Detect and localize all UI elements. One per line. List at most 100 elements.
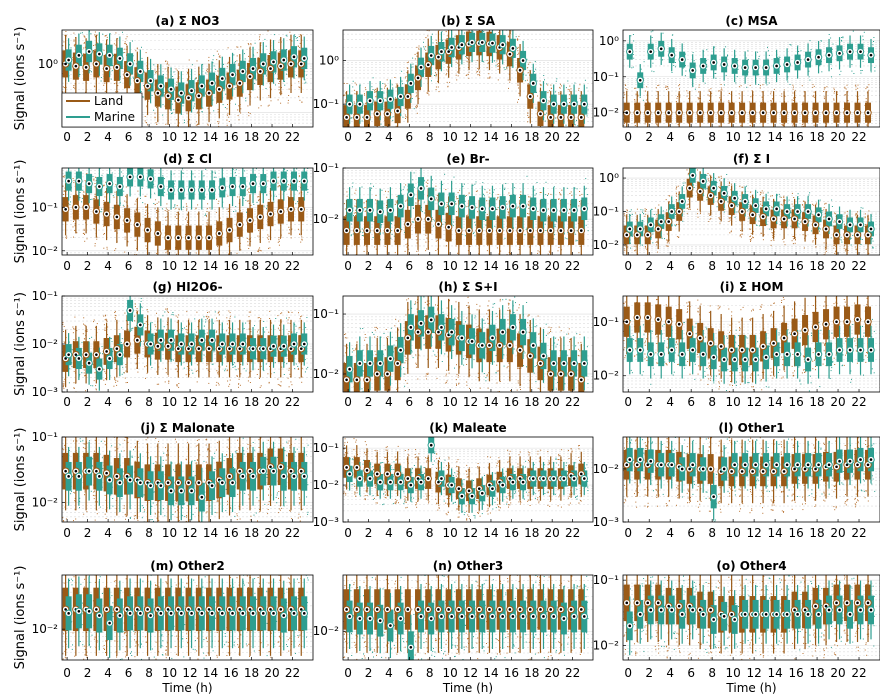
median-dot-land-h21 (845, 320, 849, 324)
x-tick-label-2: 2 (365, 130, 373, 144)
x-tick-label-14: 14 (483, 526, 498, 540)
plot-marks (62, 168, 309, 255)
median-dot-land-h8 (426, 217, 430, 221)
median-dot-marine-h10 (450, 483, 453, 487)
median-dot-land-h2 (84, 205, 88, 209)
median-dot-marine-h22 (572, 477, 576, 480)
x-tick-label-14: 14 (483, 666, 498, 680)
y-tick-label-1: 10⁻¹ (593, 70, 620, 84)
legend-label-marine: Marine (94, 110, 135, 124)
x-tick-label-22: 22 (851, 666, 866, 680)
x-tick-label-8: 8 (426, 526, 434, 540)
median-dot-marine-h4 (670, 608, 674, 612)
x-tick-label-8: 8 (426, 395, 434, 409)
median-dot-land-h18 (248, 219, 252, 222)
points-marine-h13 (482, 182, 487, 226)
median-dot-marine-h22 (859, 50, 862, 53)
points-marine-h22 (860, 31, 865, 74)
median-dot-land-h1 (635, 316, 639, 319)
median-dot-marine-h23 (869, 227, 873, 231)
panel-title-f: (f) Σ I (733, 152, 770, 166)
median-dot-land-h10 (730, 613, 733, 616)
median-dot-marine-h19 (261, 612, 265, 615)
x-tick-label-20: 20 (545, 666, 560, 680)
x-tick-label-6: 6 (125, 259, 133, 273)
median-dot-marine-h10 (169, 87, 173, 91)
x-tick-label-22: 22 (851, 395, 866, 409)
median-dot-marine-h23 (869, 458, 873, 461)
median-dot-land-h17 (518, 608, 522, 611)
median-dot-marine-h21 (848, 50, 852, 53)
median-dot-land-h1 (635, 463, 639, 467)
median-dot-marine-h23 (302, 612, 306, 615)
median-dot-marine-h15 (785, 463, 789, 467)
x-tick-label-16: 16 (788, 395, 803, 409)
median-dot-marine-h5 (680, 200, 684, 203)
x-tick-label-14: 14 (483, 130, 498, 144)
median-dot-marine-h16 (511, 204, 515, 208)
x-tick-label-14: 14 (483, 259, 498, 273)
median-dot-land-h18 (528, 229, 532, 232)
median-dot-land-h22 (569, 229, 573, 232)
x-tick-label-0: 0 (63, 526, 71, 540)
median-dot-land-h22 (289, 608, 293, 611)
median-dot-land-h1 (355, 116, 359, 119)
x-tick-label-4: 4 (666, 526, 674, 540)
median-dot-land-h19 (824, 322, 828, 326)
median-dot-marine-h19 (261, 182, 265, 185)
median-dot-land-h13 (761, 215, 765, 218)
median-dot-marine-h19 (827, 463, 831, 467)
median-dot-land-h20 (835, 320, 838, 324)
median-dot-land-h13 (197, 608, 201, 611)
median-dot-marine-h16 (796, 463, 799, 467)
x-tick-label-2: 2 (365, 526, 373, 540)
median-dot-marine-h21 (848, 459, 852, 463)
x-tick-label-10: 10 (162, 130, 177, 144)
median-dot-land-h17 (518, 477, 522, 480)
plot-marks (623, 30, 876, 127)
x-tick-label-6: 6 (687, 526, 695, 540)
median-dot-land-h8 (709, 111, 712, 114)
median-dot-marine-h3 (378, 362, 382, 365)
median-dot-marine-h12 (190, 342, 193, 346)
median-dot-marine-h18 (817, 463, 820, 467)
median-dot-marine-h6 (128, 309, 132, 312)
median-dot-land-h1 (635, 601, 639, 605)
median-dot-marine-h6 (691, 348, 694, 352)
median-dot-land-h0 (64, 357, 67, 360)
median-dot-land-h13 (197, 481, 201, 484)
median-dot-marine-h12 (754, 463, 757, 467)
x-tick-label-16: 16 (223, 259, 238, 273)
x-tick-label-14: 14 (767, 395, 782, 409)
median-dot-land-h20 (549, 116, 552, 119)
median-dot-land-h15 (217, 232, 221, 235)
points-marine-h1 (640, 209, 644, 246)
median-dot-marine-h8 (429, 617, 433, 620)
x-tick-label-18: 18 (809, 259, 824, 273)
median-dot-marine-h20 (552, 102, 555, 106)
median-dot-land-h4 (105, 212, 108, 216)
median-dot-marine-h9 (722, 63, 726, 66)
median-dot-marine-h17 (806, 358, 810, 361)
median-dot-marine-h3 (98, 52, 101, 56)
x-tick-label-0: 0 (624, 130, 632, 144)
median-dot-marine-h1 (638, 613, 642, 616)
median-dot-marine-h21 (848, 348, 852, 352)
x-tick-label-0: 0 (63, 666, 71, 680)
x-tick-label-0: 0 (63, 130, 71, 144)
median-dot-land-h9 (156, 232, 160, 235)
median-dot-marine-h6 (691, 174, 694, 177)
x-tick-label-2: 2 (84, 666, 92, 680)
legend-label-land: Land (94, 94, 123, 108)
median-dot-marine-h14 (775, 64, 778, 68)
y-tick-label-0: 10⁻² (32, 495, 59, 509)
median-dot-land-h23 (299, 608, 303, 611)
x-tick-label-4: 4 (666, 395, 674, 409)
x-tick-label-8: 8 (145, 395, 153, 409)
median-dot-marine-h20 (552, 362, 555, 365)
x-tick-label-22: 22 (285, 395, 300, 409)
x-tick-label-14: 14 (203, 259, 218, 273)
x-tick-label-8: 8 (145, 666, 153, 680)
median-dot-marine-h3 (659, 352, 663, 356)
median-dot-marine-h14 (210, 338, 214, 342)
